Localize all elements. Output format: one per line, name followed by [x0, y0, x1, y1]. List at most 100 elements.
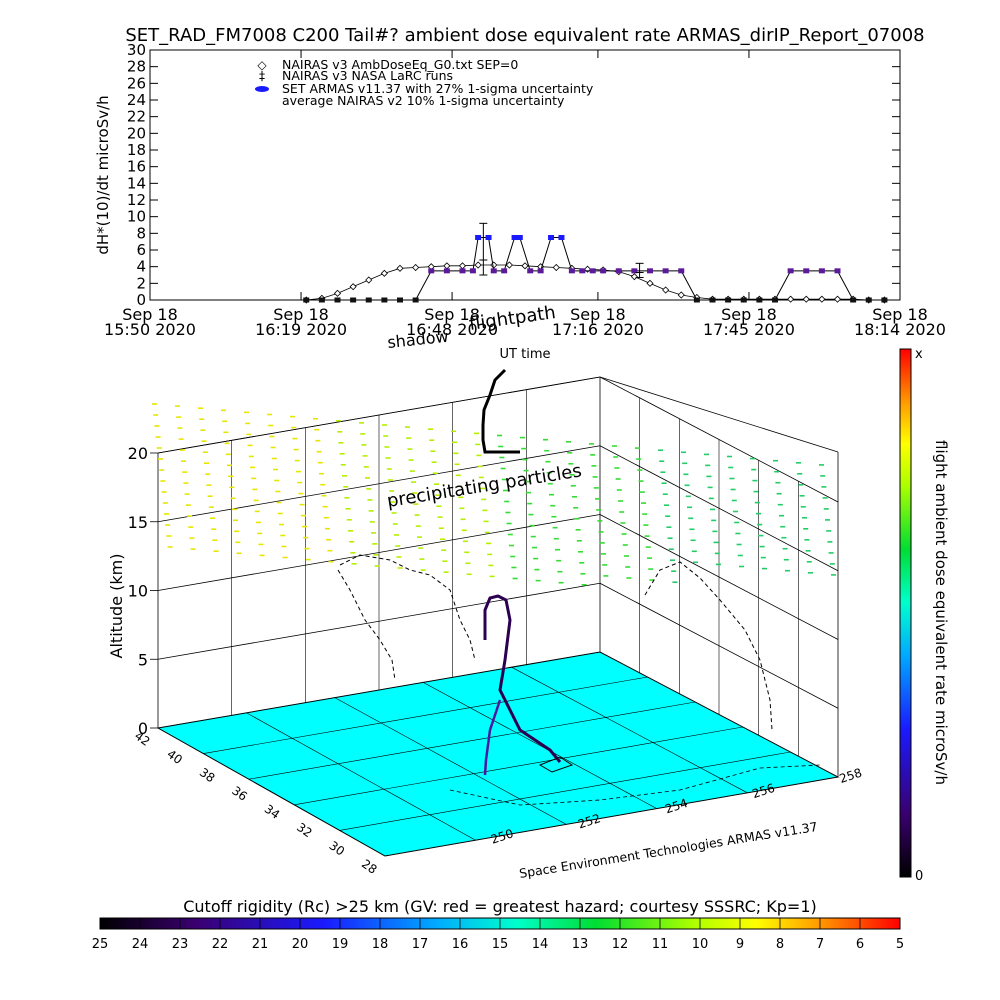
rigidity-tick-label: 14	[532, 937, 549, 952]
altitude-axis-label: Altitude (km)	[107, 554, 126, 659]
y-tick-label: 10	[127, 208, 146, 226]
x-tick-label-date: Sep 18	[872, 305, 928, 324]
rigidity-tick-label: 6	[856, 937, 864, 952]
lat-tick-label: 36	[229, 783, 250, 803]
rigidity-tick-label: 21	[252, 937, 269, 952]
z-tick-label: 0	[138, 719, 148, 738]
armas-point	[615, 268, 622, 274]
armas-point	[303, 297, 310, 303]
x-tick-label-time: 16:19 2020	[255, 320, 347, 339]
figure-title: SET_RAD_FM7008 C200 Tail#? ambient dose …	[125, 25, 924, 46]
armas-point	[631, 268, 638, 274]
flight-3d-plot: 0 5 10 15 20 Altitude (km) 28 30 32 34 36 38 40 42 250…	[107, 302, 864, 881]
z-tick-label: 5	[138, 650, 148, 669]
credit-text: Space Environment Technologies ARMAS v11…	[518, 819, 818, 881]
armas-point	[428, 268, 435, 274]
y-tick-label: 4	[136, 258, 146, 276]
nairas-v3-point	[365, 276, 373, 284]
rigidity-tick-label: 13	[572, 937, 589, 952]
lon-tick-label: 250	[489, 826, 515, 846]
armas-point	[881, 297, 888, 303]
shadow-ground	[449, 764, 821, 806]
dose-colorbar	[899, 348, 912, 878]
nairas-v3-point	[833, 295, 842, 303]
armas-point	[485, 235, 492, 240]
x-tick-label-time: 17:16 2020	[552, 320, 644, 339]
lat-tick-label: 34	[262, 802, 283, 822]
rigidity-tick-label: 12	[612, 937, 629, 952]
x-tick-label-date: Sep 18	[424, 305, 480, 324]
nairas-v3-point	[396, 264, 404, 272]
armas-point	[318, 297, 325, 303]
armas-point	[589, 268, 596, 274]
legend-label: NAIRAS v3 NASA LaRC runs	[282, 68, 453, 83]
shadow-right-wall	[644, 561, 773, 731]
flightpath-mid	[483, 594, 562, 763]
armas-point	[511, 235, 518, 240]
armas-point	[865, 297, 872, 303]
armas-point	[490, 268, 497, 274]
x-tick-label-date: Sep 18	[721, 305, 777, 324]
legend-symbol: ◇	[257, 58, 267, 72]
z-tick-label: 20	[128, 444, 148, 463]
rigidity-tick-label: 11	[652, 937, 669, 952]
armas-point	[647, 268, 653, 274]
armas-point	[558, 235, 565, 240]
armas-point	[381, 297, 388, 303]
armas-point	[501, 268, 508, 274]
legend-label: SET ARMAS v11.37 with 27% 1-sigma uncert…	[282, 81, 594, 96]
y-tick-label: 0	[136, 291, 146, 309]
nairas-v3-point	[677, 291, 685, 299]
armas-point	[818, 268, 825, 274]
y-tick-label: 28	[127, 58, 146, 76]
plot-frame	[149, 49, 901, 301]
armas-point	[850, 297, 857, 303]
nairas-v3-point	[552, 263, 560, 272]
lon-tick-label: 254	[663, 796, 689, 816]
lon-tick-label: 252	[576, 811, 602, 831]
ground-gridline	[423, 682, 657, 809]
lat-tick-label: 42	[132, 729, 153, 749]
armas-point	[740, 297, 747, 303]
armas-point	[693, 297, 700, 303]
y-tick-label: 12	[127, 191, 146, 209]
nairas-v3-point	[630, 273, 638, 281]
z-tick-label: 10	[128, 582, 148, 601]
armas-point	[350, 297, 357, 303]
right-top-edge	[599, 376, 839, 453]
lat-tick-label: 32	[294, 820, 315, 840]
y-tick-label: 18	[127, 141, 146, 159]
armas-point	[548, 235, 555, 240]
ground-gridline	[511, 666, 748, 794]
nairas-v3-point	[505, 261, 513, 269]
rigidity-tick-label: 19	[332, 937, 349, 952]
lat-tick-label: 38	[197, 765, 218, 785]
y-tick-label: 14	[127, 174, 146, 192]
x-tick-label-date: Sep 18	[122, 305, 178, 324]
nairas-v3-point	[412, 263, 420, 272]
armas-point	[709, 297, 716, 303]
x-tick-label-time: 16:48 2020	[406, 320, 498, 339]
armas-point	[443, 268, 450, 274]
ground-gridline	[246, 712, 476, 841]
armas-point	[662, 268, 669, 274]
y-axis-label: dH*(10)/dt microSv/h	[94, 95, 112, 254]
armas-point	[365, 297, 372, 303]
armas-point	[537, 268, 544, 274]
armas-point	[579, 268, 586, 274]
rigidity-tick-label: 18	[372, 937, 389, 952]
rigidity-tick-label: 22	[212, 937, 229, 952]
rigidity-colorbar-ticks: 25 24 23 22 21 20 19 18 17 16 15 14 13 12 11 10 9 8 7 6 5	[92, 918, 904, 952]
nairas-v3-point	[349, 283, 357, 291]
rigidity-tick-label: 20	[292, 937, 309, 952]
rigidity-tick-label: 25	[92, 937, 109, 952]
particle-field	[152, 403, 836, 586]
rigidity-tick-label: 7	[816, 937, 824, 952]
lat-tick-label: 28	[359, 857, 380, 877]
y-tick-label: 26	[127, 74, 146, 92]
ground-gridline	[248, 701, 696, 780]
rigidity-tick-label: 15	[492, 937, 509, 952]
